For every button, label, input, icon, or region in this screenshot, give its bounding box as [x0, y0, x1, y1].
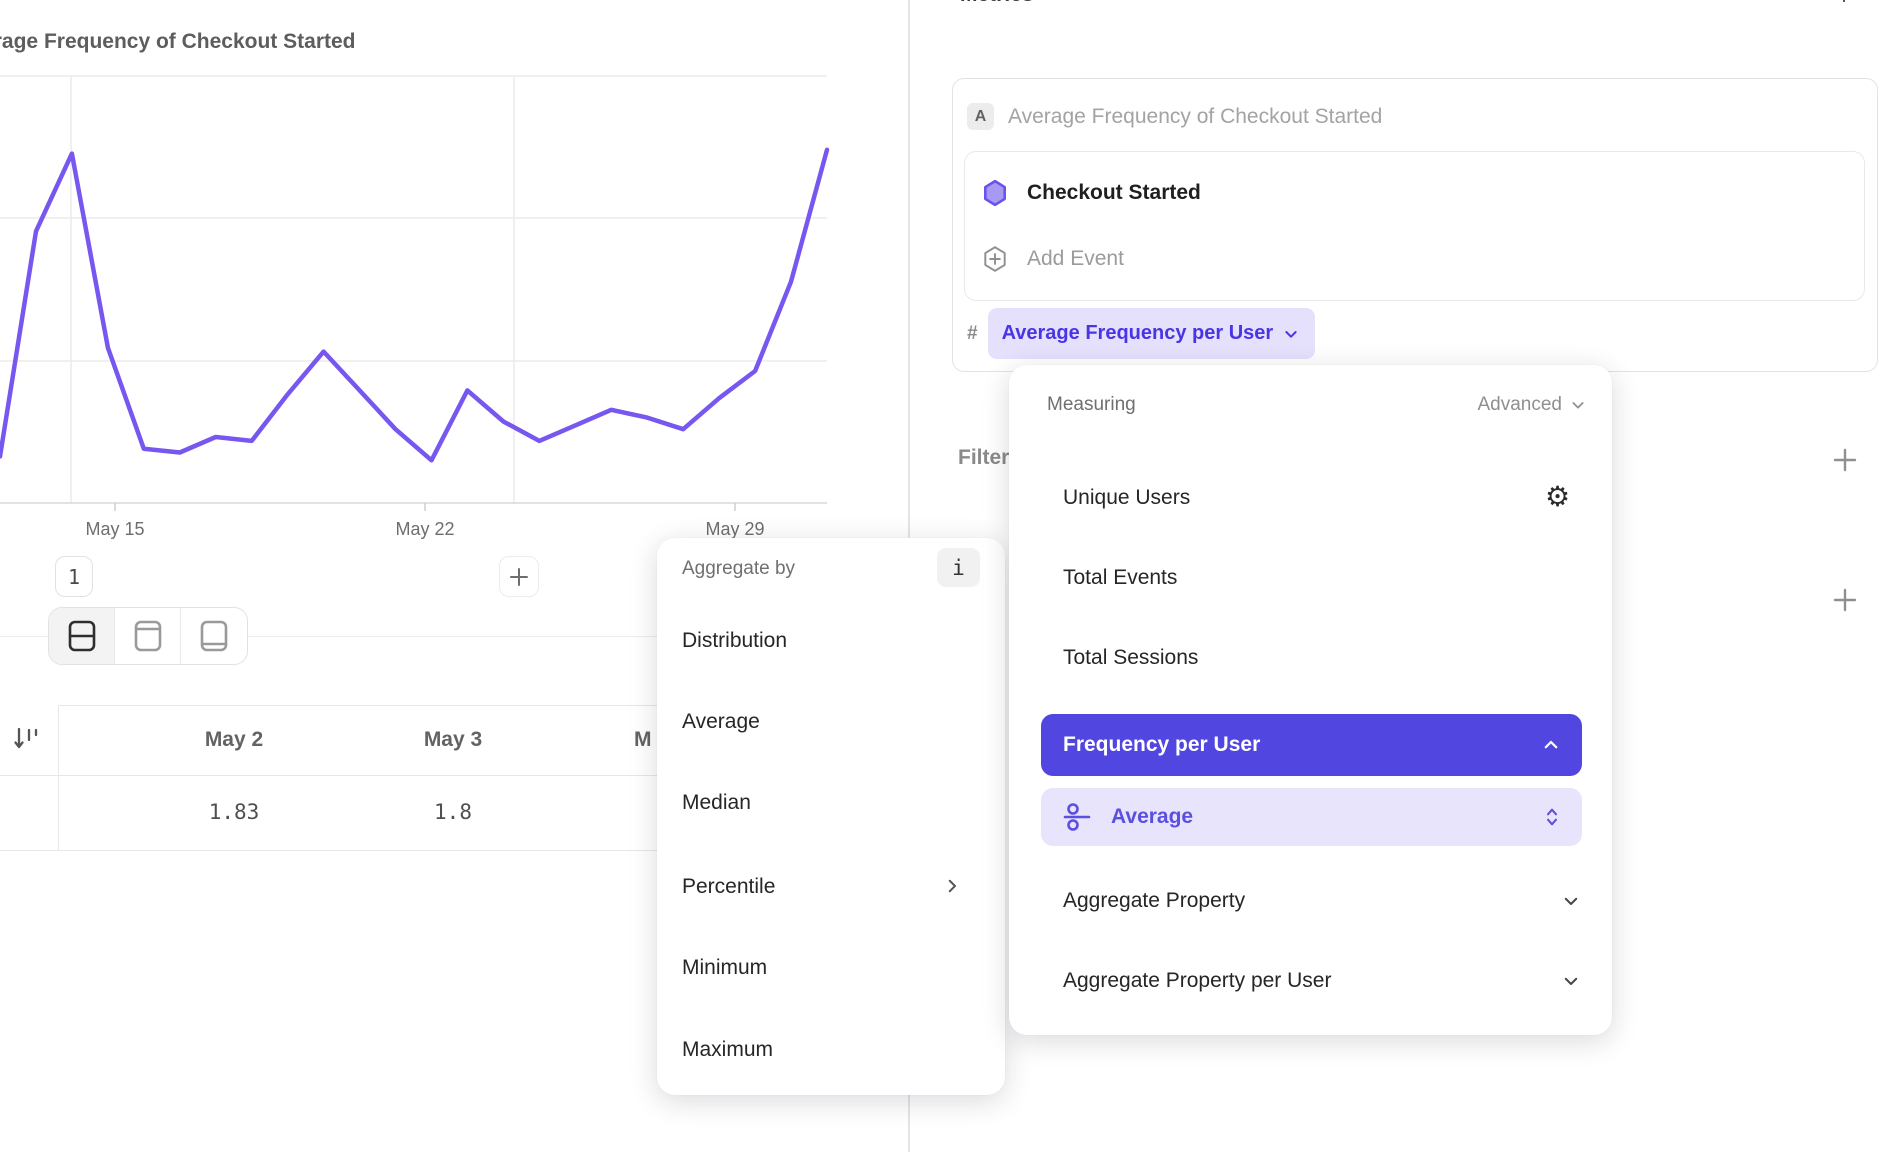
menu-item-aggregate-property-per-user[interactable]: Aggregate Property per User	[1063, 969, 1332, 992]
table-cell: 1.8	[434, 800, 472, 824]
chevron-down-icon	[1572, 402, 1584, 409]
advanced-mode-toggle[interactable]: Advanced	[1477, 394, 1586, 416]
chevron-down-icon	[1285, 330, 1297, 338]
x-tick-label: May 29	[705, 519, 765, 539]
measuring-header: Measuring	[1047, 394, 1136, 415]
add-event-icon	[984, 246, 1006, 272]
metric-letter-badge: A	[967, 103, 994, 130]
event-name: Checkout Started	[1027, 181, 1201, 204]
plus-icon: +	[1830, 0, 1858, 7]
header-top-icon	[134, 620, 161, 652]
event-row[interactable]: Checkout Started	[981, 178, 1201, 208]
menu-item-frequency-per-user-selected[interactable]: Frequency per User	[1041, 714, 1582, 776]
table-border	[58, 705, 908, 706]
measuring-menu: Measuring Advanced Unique Users ⚙ Total …	[1009, 365, 1612, 1035]
filter-section-heading: Filter	[958, 446, 1010, 469]
view-toggle-group	[48, 607, 248, 665]
footer-bottom-icon	[200, 620, 228, 652]
chart-title: Average Frequency of Checkout Started	[0, 30, 356, 53]
plus-icon	[1833, 588, 1857, 612]
aggregate-by-header: Aggregate by	[682, 558, 796, 579]
toggle-footer-bottom[interactable]	[181, 608, 247, 664]
menu-item-percentile[interactable]: Percentile	[682, 875, 776, 898]
add-event-row[interactable]: Add Event	[981, 244, 1124, 274]
event-hexagon-icon	[984, 179, 1006, 207]
chevron-up-icon	[1544, 740, 1558, 749]
menu-item-aggregate-property[interactable]: Aggregate Property	[1063, 889, 1246, 912]
table-border	[0, 850, 908, 851]
event-card: Checkout Started Add Event	[964, 151, 1865, 301]
ratio-icon	[1063, 803, 1091, 831]
table-border	[58, 705, 59, 850]
menu-item-unique-users[interactable]: Unique Users	[1063, 486, 1191, 509]
hash-icon: #	[967, 322, 978, 344]
advanced-label: Advanced	[1477, 394, 1562, 415]
measurement-dropdown-label: Average Frequency per User	[1001, 322, 1274, 344]
menu-item-median[interactable]: Median	[682, 791, 751, 814]
metric-header-row: A Average Frequency of Checkout Started	[967, 103, 1382, 130]
toggle-header-top[interactable]	[115, 608, 181, 664]
metric-card: A Average Frequency of Checkout Started …	[952, 78, 1878, 372]
frequency-aggregation-selector[interactable]: Average	[1041, 788, 1582, 846]
chart-series-line[interactable]	[0, 147, 830, 463]
x-tick-label: May 15	[85, 519, 145, 539]
menu-item-average[interactable]: Average	[682, 710, 760, 733]
measurement-row: # Average Frequency per User	[967, 308, 1316, 359]
split-rows-icon	[68, 620, 95, 652]
sub-selected-label: Average	[1111, 805, 1194, 828]
menu-item-minimum[interactable]: Minimum	[682, 956, 768, 979]
table-column-header[interactable]: May 3	[423, 728, 483, 751]
metrics-section-heading: Metrics	[960, 0, 1100, 9]
menu-item-maximum[interactable]: Maximum	[682, 1038, 774, 1061]
plus-icon	[1833, 448, 1857, 472]
chevron-right-icon	[948, 879, 956, 893]
table-column-header[interactable]: May 2	[204, 728, 264, 751]
add-filter-button[interactable]	[1832, 447, 1858, 473]
metric-title[interactable]: Average Frequency of Checkout Started	[1008, 104, 1383, 128]
table-column-header-clipped[interactable]: M	[634, 728, 652, 751]
x-tick-label: May 22	[395, 519, 455, 539]
line-chart	[0, 75, 830, 511]
measurement-dropdown[interactable]: Average Frequency per User	[987, 308, 1316, 359]
menu-item-distribution[interactable]: Distribution	[682, 629, 788, 652]
add-breakdown-button[interactable]	[1832, 587, 1858, 613]
table-cell: 1.83	[208, 800, 260, 824]
add-button[interactable]	[499, 556, 539, 597]
add-event-label: Add Event	[1027, 247, 1124, 270]
chevron-down-icon	[1564, 977, 1578, 985]
menu-item-total-sessions[interactable]: Total Sessions	[1063, 646, 1199, 669]
chevron-up-down-icon	[1547, 808, 1557, 826]
aggregate-by-menu: Aggregate by i Distribution Average Medi…	[657, 538, 1005, 1095]
gear-icon[interactable]: ⚙	[1545, 481, 1571, 512]
sort-icon[interactable]	[12, 726, 42, 757]
add-metric-button-clipped[interactable]: +	[1830, 0, 1858, 7]
section-divider	[0, 636, 908, 637]
selected-item-label: Frequency per User	[1063, 733, 1261, 756]
info-icon[interactable]: i	[937, 548, 980, 587]
table-border	[0, 775, 908, 776]
chevron-down-icon	[1564, 897, 1578, 905]
plus-icon	[510, 567, 528, 586]
page-number-box[interactable]: 1	[55, 556, 93, 597]
menu-item-total-events[interactable]: Total Events	[1063, 566, 1178, 589]
table-cell: 1.9	[0, 800, 44, 824]
toggle-split-rows[interactable]	[49, 608, 115, 664]
